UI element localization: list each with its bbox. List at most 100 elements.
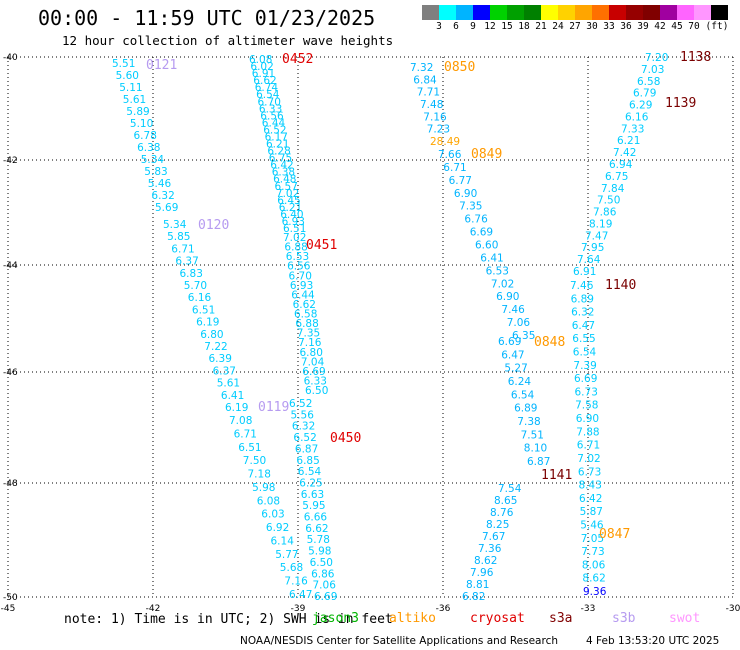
wave-height-value: 6.53 <box>486 265 509 277</box>
color-swatch <box>643 5 660 20</box>
wave-height-value: 7.22 <box>204 341 227 353</box>
wave-height-value: 6.62 <box>253 75 276 87</box>
wave-height-value: 5.34 <box>163 219 187 231</box>
color-swatch <box>609 5 626 20</box>
wave-height-value: 6.37 <box>213 365 236 377</box>
wave-height-value: 6.90 <box>454 188 477 200</box>
wave-height-value: 6.17 <box>265 132 288 144</box>
wave-height-value: 6.83 <box>180 268 203 280</box>
satellite-name: jason3 <box>312 611 359 626</box>
wave-height-value: 6.66 <box>304 512 328 524</box>
wave-height-value: 6.69 <box>302 366 325 378</box>
wave-height-value: 5.68 <box>280 562 303 574</box>
wave-height-value: 6.42 <box>270 160 293 172</box>
wave-height-value: 7.46 <box>570 280 594 292</box>
wave-height-value: 6.21 <box>266 139 289 151</box>
page-title: 00:00 - 11:59 UTC 01/23/2025 <box>38 6 376 30</box>
color-scale-label: 45 <box>671 21 683 32</box>
wave-height-value: 6.76 <box>464 214 488 226</box>
color-scale-label: 6 <box>453 21 459 32</box>
longitude-tick-label: -42 <box>146 604 161 612</box>
wave-height-value: 6.69 <box>314 591 337 603</box>
wave-height-value: 6.62 <box>293 299 316 311</box>
color-scale-label: 33 <box>603 21 615 32</box>
pass-time-label: 0120 <box>198 218 229 233</box>
wave-height-value: 6.44 <box>262 117 286 129</box>
wave-height-value: 6.58 <box>294 309 317 321</box>
wave-height-value: 6.69 <box>574 373 597 385</box>
wave-height-value: 6.54 <box>511 389 535 401</box>
longitude-tick-label: -39 <box>291 604 306 612</box>
color-scale-unit: (ft) <box>705 21 729 32</box>
wave-height-value: 6.93 <box>282 216 305 228</box>
wave-height-value: 8.65 <box>494 495 517 507</box>
wave-height-value: 7.86 <box>593 207 617 219</box>
color-scale-label: 70 <box>688 21 700 32</box>
wave-height-value: 7.35 <box>297 328 320 340</box>
wave-height-value: 7.06 <box>507 317 531 329</box>
wave-height-value: 6.41 <box>480 252 503 264</box>
color-scale-label: 9 <box>470 21 476 32</box>
wave-height-value: 6.08 <box>249 54 272 66</box>
wave-height-value: 6.52 <box>263 124 286 136</box>
color-scale-label: 39 <box>637 21 649 32</box>
wave-height-value: 6.40 <box>280 209 303 221</box>
wave-height-value: 6.62 <box>305 523 328 535</box>
color-scale-label: 36 <box>620 21 632 32</box>
wave-height-value: 7.39 <box>573 360 596 372</box>
wave-height-value: 6.51 <box>283 223 306 235</box>
footer-note: note: 1) Time is in UTC; 2) SWH is in fe… <box>64 612 393 627</box>
wave-height-value: 6.88 <box>295 318 318 330</box>
wave-height-value: 7.06 <box>313 580 337 592</box>
wave-height-value: 8.06 <box>582 559 606 571</box>
color-scale-label: 42 <box>654 21 666 32</box>
wave-height-value: 5.10 <box>130 118 153 130</box>
wave-height-value: 6.16 <box>625 111 649 123</box>
pass-time-label: 0121 <box>146 58 177 73</box>
wave-height-value: 6.29 <box>629 100 652 112</box>
wave-height-value: 7.16 <box>423 111 447 123</box>
wave-height-value: 5.61 <box>123 94 146 106</box>
page-subtitle: 12 hour collection of altimeter wave hei… <box>62 33 394 48</box>
satellite-name: s3a <box>549 611 573 626</box>
wave-height-value: 6.56 <box>287 261 311 273</box>
wave-height-value: 6.89 <box>514 403 537 415</box>
wave-height-value: 6.32 <box>571 307 594 319</box>
wave-height-value: 5.46 <box>148 178 172 190</box>
longitude-tick-label: -36 <box>436 604 451 612</box>
wave-height-value: 6.58 <box>637 76 660 88</box>
wave-height-value: 7.03 <box>641 64 664 76</box>
pass-time-label: 1140 <box>605 278 636 293</box>
wave-height-value: 6.69 <box>498 336 521 348</box>
latitude-tick-label: -48 <box>3 479 18 489</box>
wave-height-value: 6.48 <box>273 174 296 186</box>
wave-height-value: 5.89 <box>126 106 149 118</box>
wave-height-value: 7.38 <box>517 416 540 428</box>
color-swatch <box>558 5 575 20</box>
wave-height-value: 28.49 <box>430 136 460 148</box>
wave-height-value: 6.44 <box>291 289 315 301</box>
pass-time-label: 0450 <box>330 431 361 446</box>
wave-height-value: 5.61 <box>217 378 240 390</box>
wave-height-value: 6.51 <box>192 304 215 316</box>
wave-height-value: 8.81 <box>466 579 489 591</box>
wave-height-value: 8.43 <box>579 480 602 492</box>
wave-height-value: 5.83 <box>144 166 167 178</box>
satellite-name: altiko <box>389 611 436 626</box>
wave-height-value: 7.95 <box>581 242 604 254</box>
color-scale-label: 24 <box>552 21 564 32</box>
wave-height-value: 6.75 <box>605 171 628 183</box>
wave-height-value: 5.95 <box>302 500 325 512</box>
wave-height-value: 7.51 <box>521 429 544 441</box>
wave-height-value: 6.70 <box>258 96 281 108</box>
wave-height-value: 7.36 <box>478 543 502 555</box>
wave-height-value: 8.19 <box>589 218 612 230</box>
color-swatch <box>456 5 473 20</box>
pass-time-label: 1138 <box>680 50 711 65</box>
map-grid <box>7 56 734 598</box>
latitude-tick-label: -42 <box>3 156 18 166</box>
satellite-name: s3b <box>612 611 636 626</box>
wave-height-value: 7.18 <box>248 469 271 481</box>
wave-height-value: 5.60 <box>116 70 139 82</box>
wave-height-value: 6.41 <box>221 390 244 402</box>
